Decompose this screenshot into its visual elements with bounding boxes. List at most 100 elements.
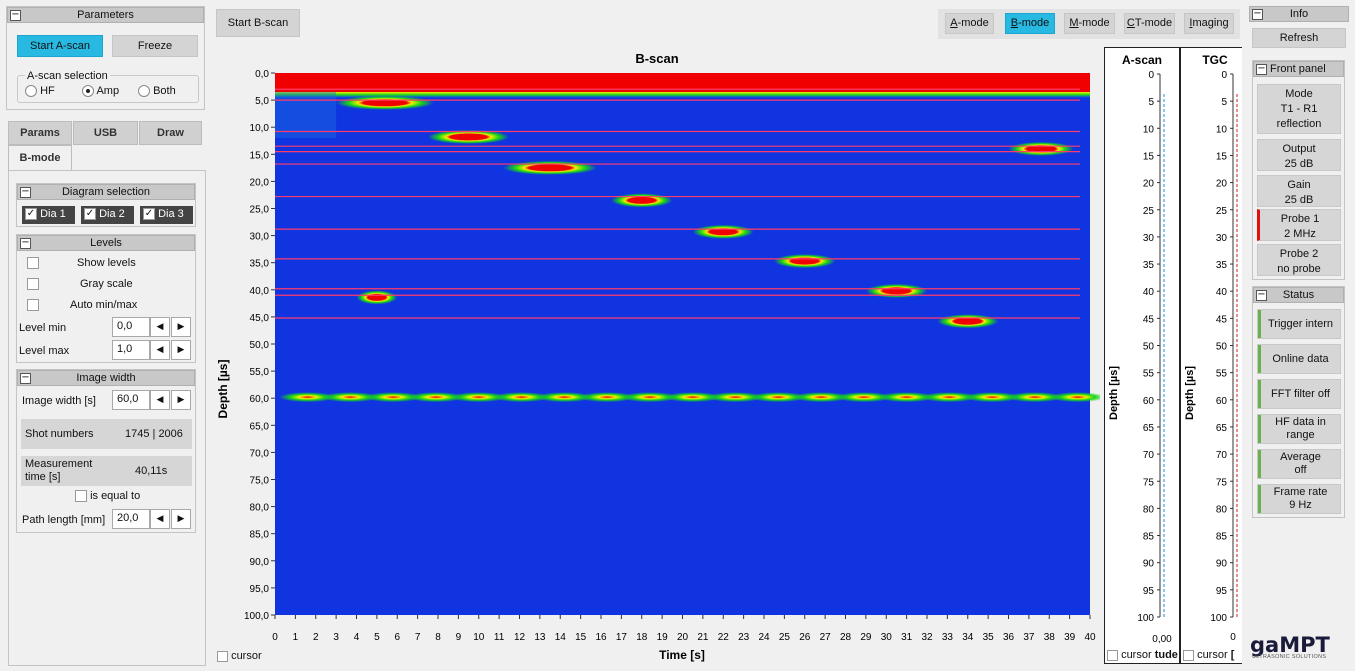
- radio-amp[interactable]: Amp: [82, 85, 119, 98]
- y-tick-label: 25,0: [250, 205, 270, 216]
- level-max-increment[interactable]: ▶: [171, 340, 191, 360]
- level-min-input[interactable]: 0,0: [112, 317, 150, 337]
- image-width-input[interactable]: 60,0: [112, 390, 150, 410]
- y-tick-label: 60: [1143, 396, 1155, 407]
- tab-draw[interactable]: Draw: [139, 121, 202, 145]
- y-tick-label: 45: [1143, 314, 1155, 325]
- ascan-selection-label: A-scan selection: [25, 70, 110, 82]
- backwall-echo: [706, 392, 764, 403]
- surface-band: [275, 73, 1090, 92]
- collapse-icon[interactable]: −: [1256, 63, 1267, 75]
- image-width-label: Image width [s]: [22, 395, 96, 407]
- check-icon: ✓: [143, 208, 155, 221]
- bscan-cursor-checkbox[interactable]: cursor: [217, 650, 262, 662]
- collapse-icon[interactable]: −: [20, 372, 31, 384]
- image-width-increment[interactable]: ▶: [171, 390, 191, 410]
- x-tick-label: 1: [293, 632, 299, 643]
- y-tick-label: 70,0: [250, 448, 270, 459]
- radio-hf[interactable]: HF: [25, 85, 55, 98]
- level-min-increment[interactable]: ▶: [171, 317, 191, 337]
- ascan-cursor-checkbox[interactable]: cursor tude: [1107, 649, 1178, 661]
- mode-button-b[interactable]: B-mode: [1005, 13, 1055, 34]
- y-tick-label: 85: [1216, 532, 1228, 543]
- y-tick-label: 45: [1216, 314, 1228, 325]
- x-tick-label: 40: [1084, 632, 1096, 643]
- image-width-decrement[interactable]: ◀: [150, 390, 170, 410]
- gray-scale-checkbox[interactable]: Gray scale: [27, 278, 187, 291]
- tab-content-border: [8, 170, 206, 666]
- info-header: − Info: [1249, 6, 1349, 22]
- diagram-selection-header: − Diagram selection: [17, 184, 195, 200]
- tab-usb[interactable]: USB: [73, 121, 138, 145]
- status-average: Average off: [1257, 449, 1341, 479]
- x-tick-label: 31: [901, 632, 913, 643]
- freeze-button[interactable]: Freeze: [112, 35, 198, 57]
- backwall-echo: [1006, 392, 1064, 403]
- ascan-y-ticks: 0 5 10 15 20 25 30 35 40 45 50 55 60 65 70 75 80 85 90 95 10…: [1137, 70, 1165, 624]
- front-panel-group: − Front panel Mode T1 - R1 reflection Outpu…: [1252, 60, 1345, 280]
- collapse-icon[interactable]: −: [10, 9, 21, 21]
- x-tick-label: 5: [374, 632, 380, 643]
- dia1-checkbox[interactable]: ✓ Dia 1: [22, 206, 75, 224]
- y-tick-label: 0,0: [255, 69, 269, 80]
- radio-both[interactable]: Both: [138, 85, 176, 98]
- is-equal-to-checkbox[interactable]: is equal to: [75, 490, 140, 503]
- x-tick-label: 10: [473, 632, 485, 643]
- x-tick-label: 27: [820, 632, 832, 643]
- logo-tagline: ULTRASONIC SOLUTIONS: [1252, 654, 1327, 660]
- start-bscan-button[interactable]: Start B-scan: [216, 9, 300, 37]
- checkbox-box: [75, 490, 87, 503]
- backwall-echo: [279, 392, 337, 403]
- diagram-selection-group: − Diagram selection ✓ Dia 1 ✓ Dia 2 ✓ Dia…: [16, 183, 196, 227]
- collapse-icon[interactable]: −: [20, 186, 31, 198]
- path-length-decrement[interactable]: ◀: [150, 509, 170, 529]
- y-tick-label: 10,0: [250, 123, 270, 134]
- levels-header: − Levels: [17, 235, 195, 251]
- status-indicator: [1258, 450, 1261, 478]
- x-tick-label: 13: [534, 632, 546, 643]
- collapse-icon[interactable]: −: [1252, 8, 1263, 20]
- bscan-chart[interactable]: B-scan 0 1 2 3 4 5 6 7 8 9 10 11 12 13 14 15 16 17 18 19 20 2…: [210, 46, 1100, 666]
- bscan-plot-area: [275, 73, 1100, 615]
- x-tick-label: 9: [456, 632, 462, 643]
- auto-minmax-checkbox[interactable]: Auto min/max: [27, 299, 187, 312]
- path-length-increment[interactable]: ▶: [171, 509, 191, 529]
- level-max-label: Level max: [19, 345, 70, 357]
- y-tick-label: 85,0: [250, 530, 270, 541]
- refresh-button[interactable]: Refresh: [1252, 28, 1346, 48]
- start-ascan-button[interactable]: Start A-scan: [17, 35, 103, 57]
- checkbox-box: [27, 257, 39, 270]
- x-tick-label: 34: [962, 632, 974, 643]
- tgc-cursor-checkbox[interactable]: cursor [: [1183, 649, 1234, 661]
- tgc-chart[interactable]: TGC 0 5 10 15 20 25 30 35 40 45 50 55 60 65 70 75 80 85 90…: [1180, 47, 1242, 647]
- y-tick-label: 0: [1148, 70, 1154, 81]
- status-indicator: [1258, 310, 1261, 338]
- level-max-decrement[interactable]: ◀: [150, 340, 170, 360]
- echo-6: [774, 254, 836, 269]
- path-length-input[interactable]: 20,0: [112, 509, 150, 529]
- ascan-chart[interactable]: A-scan 0 5 10 15 20 25 30 35 40 45 50 55 60 65 70 75 80 8…: [1104, 47, 1180, 647]
- mode-button-a[interactable]: A-mode: [945, 13, 994, 34]
- tab-params[interactable]: Params: [8, 121, 72, 145]
- y-tick-label: 15: [1216, 151, 1228, 162]
- collapse-icon[interactable]: −: [1256, 289, 1267, 301]
- dia2-checkbox[interactable]: ✓ Dia 2: [81, 206, 134, 224]
- dia3-checkbox[interactable]: ✓ Dia 3: [140, 206, 193, 224]
- mode-button-imaging[interactable]: Imaging: [1184, 13, 1234, 34]
- tab-bmode[interactable]: B-mode: [8, 145, 72, 171]
- level-max-input[interactable]: 1,0: [112, 340, 150, 360]
- fp-probe2: Probe 2 no probe: [1257, 244, 1341, 276]
- x-tick-label: 23: [738, 632, 750, 643]
- tgc-panel: [1180, 47, 1242, 664]
- mode-button-ct[interactable]: CT-mode: [1124, 13, 1175, 34]
- bscan-x-ticks: 0 1 2 3 4 5 6 7 8 9 10 11 12 13 14 15 16 17 18 19 20 21 22 23 24…: [272, 615, 1096, 643]
- mode-button-m[interactable]: M-mode: [1064, 13, 1115, 34]
- fp-mode: Mode T1 - R1 reflection: [1257, 84, 1341, 134]
- level-min-decrement[interactable]: ◀: [150, 317, 170, 337]
- front-panel-header: − Front panel: [1253, 61, 1344, 77]
- y-tick-label: 30: [1143, 233, 1155, 244]
- show-levels-checkbox[interactable]: Show levels: [27, 257, 187, 270]
- x-tick-label: 32: [921, 632, 933, 643]
- y-tick-label: 35: [1143, 260, 1155, 271]
- collapse-icon[interactable]: −: [20, 237, 31, 249]
